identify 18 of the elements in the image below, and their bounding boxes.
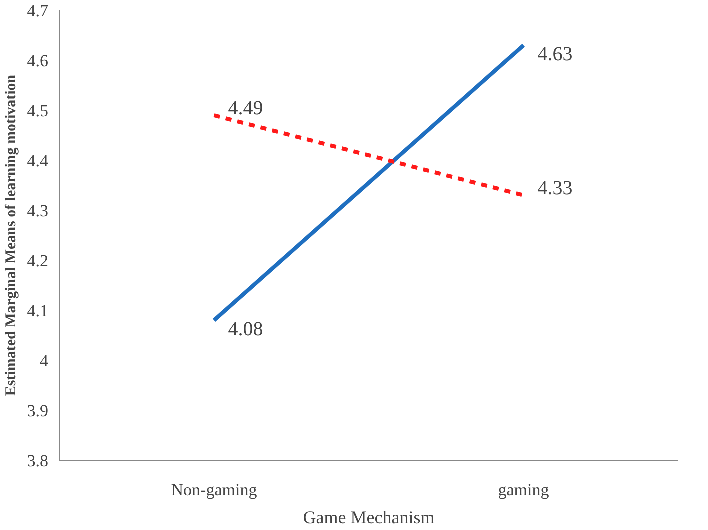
y-tick-label: 4 <box>40 352 49 370</box>
x-tick-label: Non-gaming <box>171 480 258 500</box>
data-label: 4.49 <box>228 98 264 120</box>
data-label: 4.33 <box>538 178 573 200</box>
y-tick-label: 4.1 <box>27 302 48 320</box>
y-tick-label: 4.5 <box>27 102 48 120</box>
y-tick-label: 3.9 <box>27 402 48 420</box>
y-tick-label: 4.2 <box>27 252 48 270</box>
data-label: 4.08 <box>228 318 264 340</box>
y-tick-label: 4.4 <box>27 152 49 170</box>
y-tick-label: 3.8 <box>27 452 48 470</box>
y-tick-label: 4.6 <box>27 52 48 70</box>
data-label: 4.63 <box>538 44 573 66</box>
x-axis-title: Game Mechanism <box>303 508 435 528</box>
y-tick-label: 4.3 <box>27 202 48 220</box>
x-tick-label: gaming <box>498 480 550 500</box>
y-tick-label: 4.7 <box>27 2 49 20</box>
y-axis-title: Estimated Marginal Means of learning motivation <box>3 74 20 396</box>
